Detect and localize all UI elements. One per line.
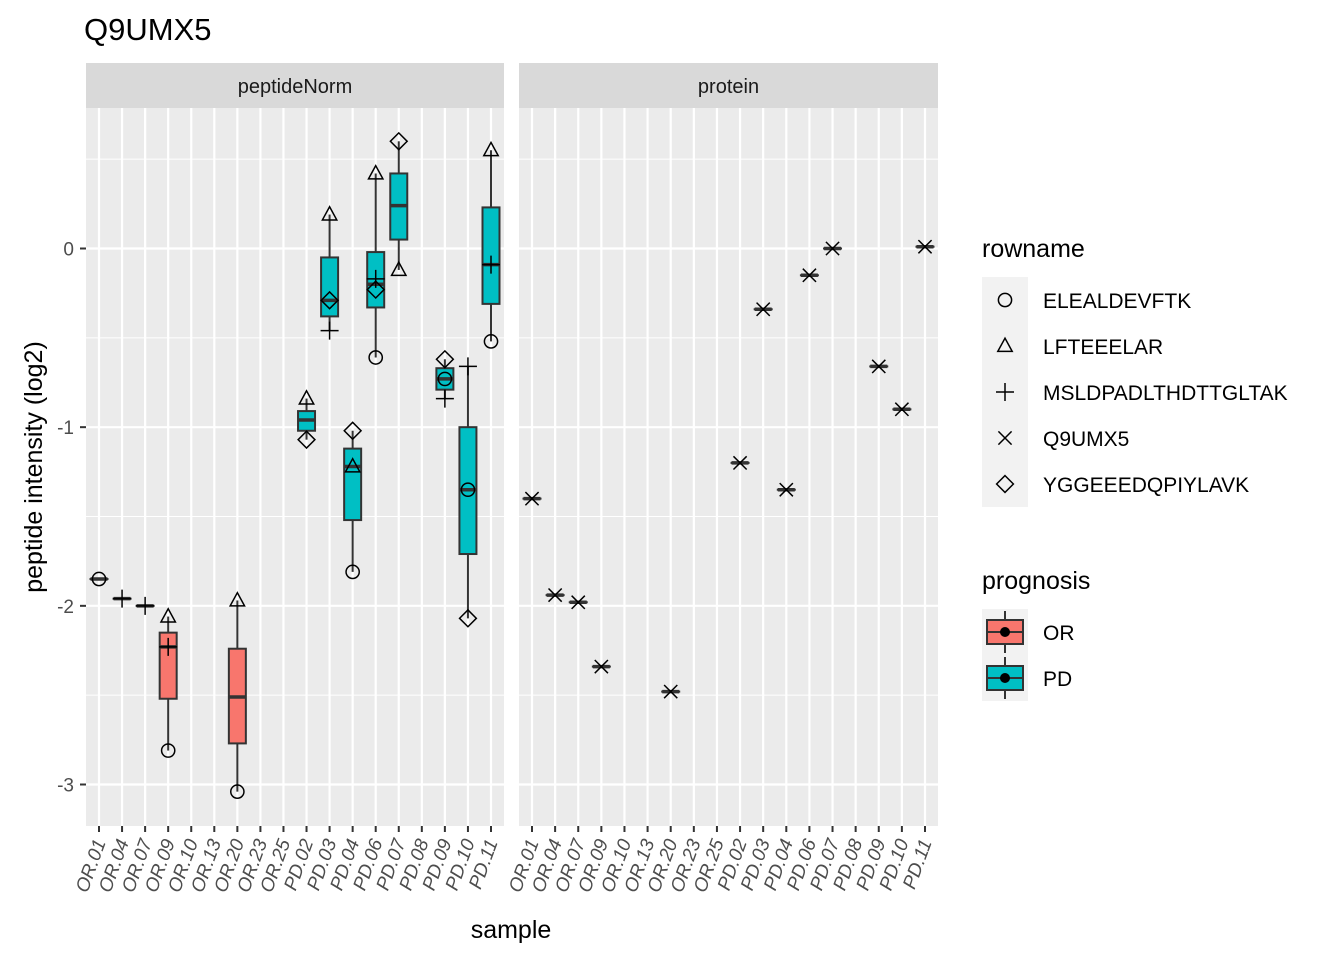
legend-symbol-plus [996, 383, 1014, 401]
point-Q9UMX5 [871, 359, 886, 374]
point-YGGEEEDQPIYLAVK [389, 131, 409, 151]
point-MSLDPADLTHDTTGLTAK [435, 389, 454, 408]
facet-strip-label: peptideNorm [238, 76, 353, 98]
point-YGGEEEDQPIYLAVK [320, 290, 340, 310]
facet-strip [86, 63, 504, 108]
legend-dot [1000, 673, 1010, 683]
legend-symbol-diamond [995, 474, 1015, 494]
facet-panels: peptideNormOR.01OR.04OR.07OR.09OR.10OR.1… [57, 63, 938, 895]
legends: rowname ELEALDEVFTK LFTEEELAR MSLDPADLTHDTT… [982, 235, 1288, 701]
legend-label: OR [1043, 622, 1075, 645]
panel-peptideNorm: peptideNormOR.01OR.04OR.07OR.09OR.10OR.1… [72, 63, 504, 895]
point-ELEALDEVFTK [368, 350, 384, 365]
boxplot-PD.10 [458, 366, 478, 619]
boxplot-PD.03 [320, 214, 340, 331]
y-tick-label: -3 [57, 776, 74, 797]
point-Q9UMX5 [779, 482, 794, 497]
legend-symbol-cross [997, 430, 1013, 446]
legend-title: prognosis [982, 567, 1090, 595]
chart-title: Q9UMX5 [84, 12, 211, 47]
point-MSLDPADLTHDTTGLTAK [136, 596, 155, 615]
point-MSLDPADLTHDTTGLTAK [113, 589, 132, 608]
legend-key [982, 461, 1028, 507]
panel-protein: proteinOR.01OR.04OR.07OR.09OR.10OR.13OR.… [505, 63, 938, 895]
legend-key [982, 277, 1028, 323]
point-Q9UMX5 [825, 241, 840, 256]
legend-label: YGGEEEDQPIYLAVK [1043, 474, 1249, 497]
x-axis-label: sample [471, 916, 552, 944]
point-Q9UMX5 [732, 455, 748, 471]
boxplot-PD.07 [389, 141, 409, 270]
point-ELEALDEVFTK [160, 743, 176, 758]
point-MSLDPADLTHDTTGLTAK [159, 637, 178, 656]
point-Q9UMX5 [756, 302, 771, 317]
point-MSLDPADLTHDTTGLTAK [482, 255, 500, 274]
box [158, 631, 178, 700]
point-Q9UMX5 [571, 595, 586, 610]
y-tick-label: -2 [57, 597, 74, 618]
point-Q9UMX5 [802, 268, 817, 283]
point-Q9UMX5 [547, 587, 563, 603]
legend-label: Q9UMX5 [1043, 428, 1129, 451]
legend-title: rowname [982, 235, 1085, 263]
point-Q9UMX5 [663, 684, 678, 699]
point-ELEALDEVFTK [91, 571, 107, 587]
boxplot-OR.20 [227, 600, 247, 792]
facet-strip [519, 63, 938, 108]
point-YGGEEEDQPIYLAVK [366, 280, 386, 300]
point-Q9UMX5 [594, 659, 609, 674]
boxplot-OR.09 [158, 616, 178, 751]
point-YGGEEEDQPIYLAVK [297, 430, 316, 450]
point-Q9UMX5 [524, 491, 540, 506]
legend-label: ELEALDEVFTK [1043, 290, 1191, 313]
legend-dot [1000, 627, 1010, 637]
panel-background [519, 108, 938, 826]
point-MSLDPADLTHDTTGLTAK [366, 269, 385, 288]
box [320, 256, 340, 318]
legend-symbol-triangle [996, 336, 1014, 353]
point-LFTEEELAR [344, 457, 362, 473]
point-Q9UMX5 [917, 239, 933, 254]
y-axis: 0 -1 -2 -3 [57, 240, 86, 797]
point-LFTEEELAR [390, 260, 408, 277]
point-LFTEEELAR [298, 389, 315, 405]
legend-symbol-circle [997, 292, 1013, 308]
legend-key [982, 323, 1028, 369]
point-MSLDPADLTHDTTGLTAK [458, 357, 477, 376]
legend-prognosis: prognosis OR PD [982, 567, 1090, 701]
point-LFTEEELAR [367, 164, 385, 180]
point-LFTEEELAR [159, 607, 177, 623]
point-YGGEEEDQPIYLAVK [343, 421, 363, 441]
point-ELEALDEVFTK [230, 784, 245, 799]
facet-strip-label: protein [698, 76, 759, 98]
point-YGGEEEDQPIYLAVK [458, 608, 478, 628]
point-ELEALDEVFTK [483, 334, 499, 349]
legend-label: PD [1043, 668, 1072, 691]
point-ELEALDEVFTK [437, 371, 453, 387]
legend-label: MSLDPADLTHDTTGLTAK [1043, 382, 1288, 405]
y-tick-label: 0 [63, 240, 74, 261]
point-ELEALDEVFTK [345, 564, 360, 580]
point-LFTEEELAR [321, 205, 339, 221]
y-axis-label: peptide intensity (log2) [20, 341, 48, 593]
point-MSLDPADLTHDTTGLTAK [320, 321, 339, 340]
panel-background [86, 108, 504, 826]
point-LFTEEELAR [228, 591, 246, 607]
legend-label: LFTEEELAR [1043, 336, 1163, 359]
legend-rowname: rowname ELEALDEVFTK LFTEEELAR MSLDPADLTHDTT… [982, 235, 1288, 507]
point-Q9UMX5 [894, 402, 910, 417]
point-ELEALDEVFTK [460, 482, 476, 498]
point-YGGEEEDQPIYLAVK [435, 349, 455, 369]
y-tick-label: -1 [57, 418, 74, 439]
point-LFTEEELAR [482, 140, 500, 157]
